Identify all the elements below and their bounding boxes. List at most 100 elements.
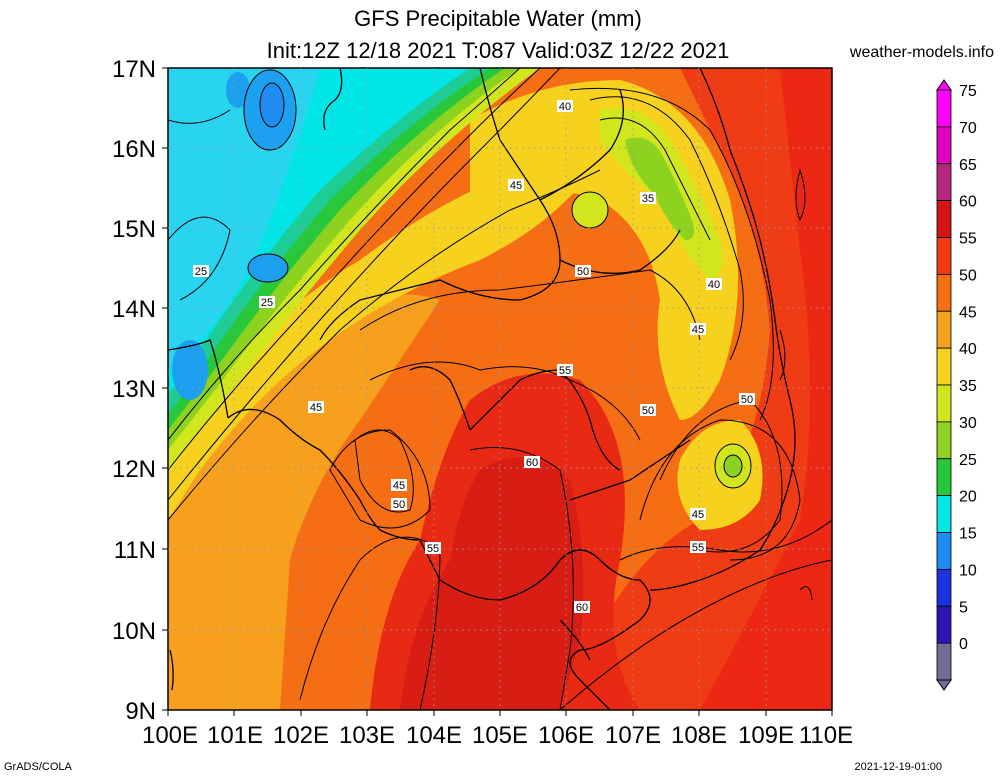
contour-label: 50 (575, 265, 591, 278)
colorbar-level-label: 30 (959, 415, 977, 432)
lon-label: 100E (142, 722, 198, 749)
contour-label: 60 (574, 601, 590, 614)
contour-label: 45 (690, 323, 706, 336)
svg-text:45: 45 (310, 402, 322, 414)
colorbar-level-label: 45 (959, 304, 977, 321)
lat-label: 14N (112, 296, 156, 323)
colorbar-swatch (936, 273, 952, 312)
lon-label: 102E (273, 722, 329, 749)
colorbar-swatch (936, 495, 952, 533)
colorbar-swatch (936, 532, 952, 570)
colorbar-level-label: 75 (959, 83, 977, 100)
colorbar-swatch (936, 421, 952, 460)
colorbar-bottom-arrow (936, 679, 952, 691)
map-title: GFS Precipitable Water (mm) (354, 6, 642, 31)
lon-label: 109E (738, 722, 794, 749)
colorbar-level-label: 10 (959, 562, 977, 579)
colorbar-level-label: 15 (959, 526, 977, 543)
lon-label: 101E (207, 722, 263, 749)
colorbar-swatch (936, 126, 952, 165)
lat-label: 13N (112, 376, 156, 403)
lon-label: 104E (406, 722, 462, 749)
colorbar-swatch (936, 237, 952, 275)
contour-label: 40 (706, 278, 722, 291)
svg-text:55: 55 (559, 365, 571, 377)
contour-label: 50 (391, 498, 407, 511)
contour-label: 25 (259, 296, 275, 309)
contour-label: 45 (690, 508, 706, 521)
colorbar-top-arrow (936, 79, 952, 91)
colorbar-swatch (936, 384, 952, 423)
graticule (168, 68, 832, 710)
svg-text:45: 45 (692, 509, 704, 521)
footer-timestamp: 2021-12-19-01:00 (854, 761, 942, 773)
colorbar-swatch (936, 458, 952, 497)
contour-label: 35 (640, 192, 656, 205)
lon-label: 110E (799, 722, 853, 749)
lat-label: 10N (112, 618, 156, 645)
lat-label: 12N (112, 456, 156, 483)
lon-label: 103E (339, 722, 395, 749)
contour-label: 50 (640, 404, 656, 417)
lat-label: 15N (112, 216, 156, 243)
colorbar-swatch (936, 310, 952, 349)
contour-label: 45 (508, 179, 524, 192)
colorbar-swatch (936, 200, 952, 238)
contour-label: 60 (524, 456, 540, 469)
colorbar-level-label: 20 (959, 489, 977, 506)
svg-text:45: 45 (393, 480, 405, 492)
lon-label: 108E (671, 722, 727, 749)
svg-text:45: 45 (510, 180, 522, 192)
colorbar-level-label: 5 (959, 599, 968, 616)
svg-text:45: 45 (692, 324, 704, 336)
colorbar-level-label: 70 (959, 120, 977, 137)
colorbar-level-label: 35 (959, 378, 977, 395)
contour-label: 25 (193, 265, 209, 278)
map-subtitle: Init:12Z 12/18 2021 T:087 Valid:03Z 12/2… (266, 38, 730, 63)
contour-labels: 40 45 35 25 25 50 40 45 55 45 50 50 45 5… (193, 100, 755, 614)
footer-credit: GrADS/COLA (4, 761, 72, 773)
svg-text:60: 60 (526, 457, 538, 469)
contour-label: 50 (739, 393, 755, 406)
contour-label: 55 (425, 542, 441, 555)
lon-label: 105E (472, 722, 528, 749)
contour-label: 55 (690, 541, 706, 554)
svg-text:55: 55 (427, 543, 439, 555)
colorbar-swatch (936, 347, 952, 386)
colorbar-level-label: 50 (959, 267, 977, 284)
svg-text:25: 25 (195, 266, 207, 278)
svg-text:50: 50 (393, 499, 405, 511)
lat-label: 16N (112, 136, 156, 163)
map-field (168, 68, 832, 710)
svg-text:25: 25 (261, 297, 273, 309)
contour-label: 45 (391, 479, 407, 492)
colorbar-level-label: 0 (959, 636, 968, 653)
latitude-labels: 17N 16N 15N 14N 13N 12N 11N 10N 9N (112, 56, 156, 725)
colorbar-level-label: 60 (959, 194, 977, 211)
colorbar-level-label: 55 (959, 231, 977, 248)
colorbar-swatch (936, 605, 952, 644)
svg-text:40: 40 (708, 279, 720, 291)
lat-label: 17N (112, 56, 156, 83)
contour-label: 55 (557, 364, 573, 377)
colorbar-swatch (936, 89, 952, 128)
contour-label: 40 (557, 100, 573, 113)
brand-label: weather-models.info (849, 44, 994, 61)
colorbar-level-label: 40 (959, 341, 977, 358)
lat-label: 11N (114, 537, 156, 564)
colorbar-swatch (936, 163, 952, 202)
lat-label: 9N (125, 698, 156, 725)
svg-text:60: 60 (576, 602, 588, 614)
colorbar-level-label: 25 (959, 452, 977, 469)
lon-label: 107E (605, 722, 661, 749)
longitude-labels: 100E 101E 102E 103E 104E 105E 106E 107E … (142, 722, 853, 749)
svg-text:50: 50 (741, 394, 753, 406)
svg-text:50: 50 (642, 405, 654, 417)
svg-text:55: 55 (692, 542, 704, 554)
lon-label: 106E (538, 722, 594, 749)
colorbar-swatch (936, 642, 952, 681)
svg-text:40: 40 (559, 101, 571, 113)
svg-text:35: 35 (642, 193, 654, 205)
